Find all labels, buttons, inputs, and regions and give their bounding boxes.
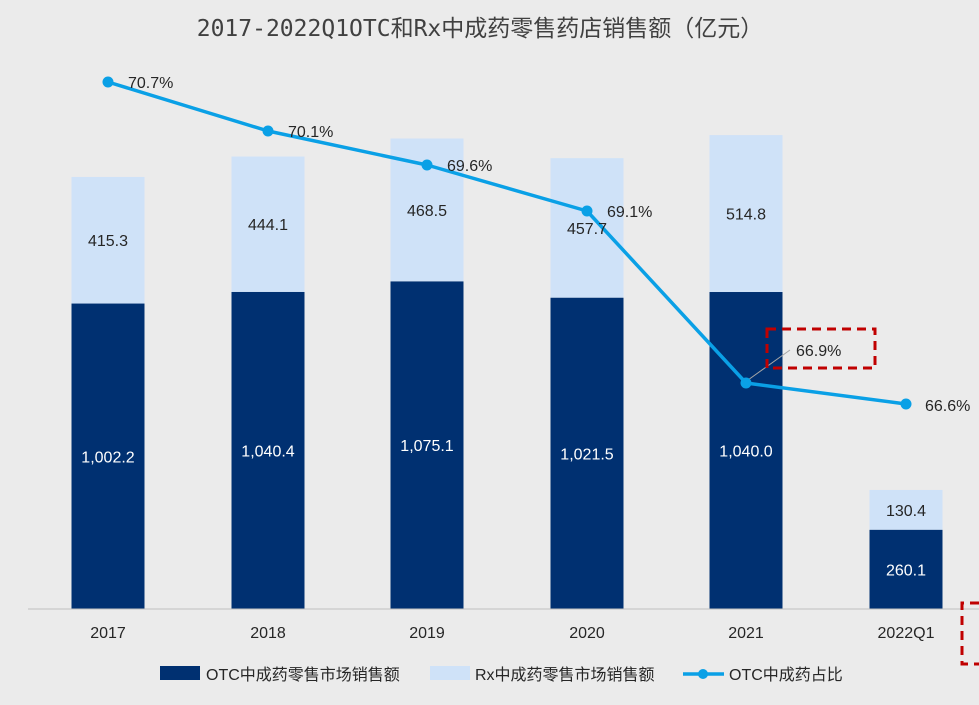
bar-rx-2017	[71, 176, 145, 304]
point-otc-share-2022Q1	[900, 398, 912, 410]
bar-otc-2019	[390, 281, 464, 609]
label-share-2021: 66.9%	[796, 343, 841, 360]
label-otc-2022Q1: 260.1	[886, 562, 926, 579]
point-otc-share-2017	[102, 76, 114, 88]
legend: OTC中成药零售市场销售额 Rx中成药零售市场销售额 OTC中成药占比	[160, 666, 843, 684]
label-otc-2020: 1,021.5	[560, 446, 613, 463]
label-otc-2017: 1,002.2	[81, 449, 134, 466]
label-share-2022Q1: 66.6%	[925, 398, 970, 415]
line-layer: 70.7% 70.1% 69.6% 69.1% 66.9% 66.6%	[102, 75, 970, 415]
legend-label-otc: OTC中成药零售市场销售额	[206, 666, 400, 684]
label-otc-2018: 1,040.4	[241, 443, 294, 460]
bar-otc-2018	[231, 291, 305, 609]
x-tick-2019: 2019	[409, 625, 445, 642]
x-tick-2021: 2021	[728, 625, 764, 642]
bar-otc-2021	[709, 292, 783, 609]
bar-rx-2022Q1	[869, 489, 943, 530]
legend-swatch-otc	[160, 666, 200, 680]
label-rx-2020: 457.7	[567, 221, 607, 238]
line-otc-share	[107, 80, 907, 406]
leader-line-2021	[747, 349, 791, 381]
legend-label-line: OTC中成药占比	[729, 666, 843, 684]
bar-otc-2017	[71, 303, 145, 609]
point-otc-share-2019	[421, 159, 433, 171]
point-otc-share-2021	[740, 377, 752, 389]
label-otc-2019: 1,075.1	[400, 438, 453, 455]
label-otc-2021: 1,040.0	[719, 444, 772, 461]
highlight-box-2021	[765, 327, 877, 370]
label-rx-2017: 415.3	[88, 233, 128, 250]
label-rx-2019: 468.5	[407, 203, 447, 220]
x-tick-2020: 2020	[569, 625, 605, 642]
label-rx-2022Q1: 130.4	[886, 503, 926, 520]
bar-rx-2020	[550, 158, 624, 298]
legend-label-rx: Rx中成药零售市场销售额	[475, 666, 655, 684]
point-otc-share-2020	[581, 205, 593, 217]
label-share-2019: 69.6%	[447, 158, 492, 175]
label-rx-2018: 444.1	[248, 217, 288, 234]
data-labels: 1,002.2 415.3 1,040.4 444.1 1,075.1 468.5 1,02…	[81, 203, 926, 579]
x-axis-ticks: 2017 2018 2019 2020 2021 2022Q1	[90, 625, 934, 642]
x-tick-2018: 2018	[250, 625, 286, 642]
bar-otc-2022Q1	[869, 529, 943, 609]
label-share-2020: 69.1%	[607, 204, 652, 221]
label-share-2018: 70.1%	[288, 124, 333, 141]
chart-title: 2017-2022Q1OTC和Rx中成药零售药店销售额（亿元）	[197, 16, 764, 42]
label-rx-2021: 514.8	[726, 207, 766, 224]
x-tick-2022Q1: 2022Q1	[878, 625, 935, 642]
legend-swatch-point	[698, 669, 708, 679]
legend-swatch-rx	[430, 666, 470, 680]
bar-rx-2021	[709, 135, 783, 293]
highlight-box-edge	[960, 601, 979, 666]
label-share-2017: 70.7%	[128, 75, 173, 92]
bar-rx-2018	[231, 156, 305, 292]
bar-otc-2020	[550, 297, 624, 609]
point-otc-share-2018	[262, 125, 274, 137]
x-tick-2017: 2017	[90, 625, 126, 642]
bars-layer	[71, 135, 943, 609]
